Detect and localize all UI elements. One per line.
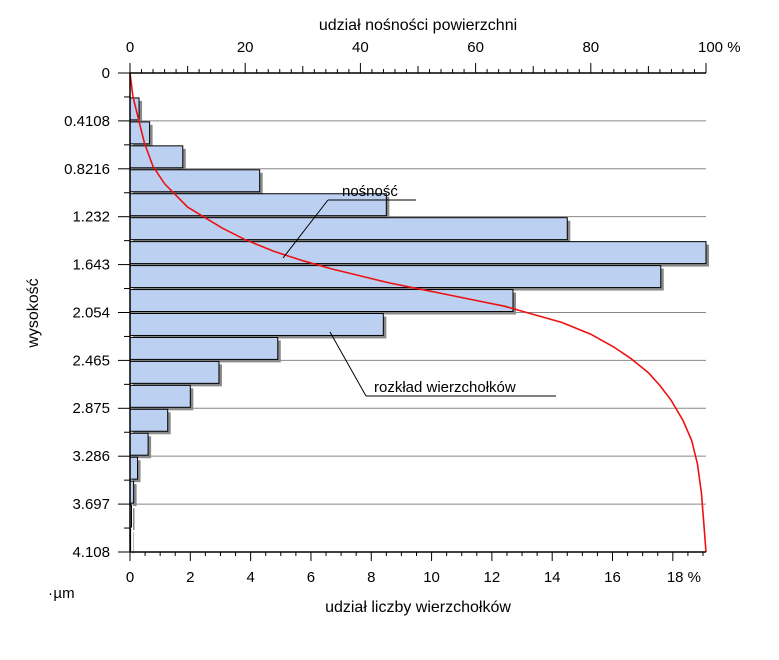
left-axis-unit: µm <box>53 585 74 602</box>
bar-14 <box>129 408 169 432</box>
bar-shadow-19 <box>133 532 134 554</box>
bar-10 <box>129 313 384 336</box>
bar-16 <box>129 456 139 480</box>
tick-labels: 0 20 40 60 80 100 % 0 2 4 6 8 10 12 14 16 18 % 0 0.4108 0.… <box>64 39 740 586</box>
top-tick-label-5: 100 % <box>698 39 741 56</box>
annotation-nosnosc-text: nośność <box>342 183 398 200</box>
bar-7 <box>129 241 707 265</box>
bottom-tick-label-4: 8 <box>367 569 375 586</box>
bottom-axis-label: udział liczby wierzchołków <box>325 599 511 616</box>
left-tick-label-10: 4.108 <box>72 544 110 561</box>
bearing-curve-line <box>129 72 707 553</box>
bar-6 <box>129 217 568 241</box>
left-tick-label-3: 1.232 <box>72 209 110 226</box>
bottom-tick-label-2: 4 <box>246 569 254 586</box>
left-tick-label-0: 0 <box>102 65 110 82</box>
annotation-rozklad: rozkład wierzchołków <box>329 331 556 397</box>
left-tick-label-8: 3.286 <box>72 448 110 465</box>
bottom-tick-label-7: 14 <box>544 569 561 586</box>
bar-3 <box>129 145 184 169</box>
bar-11 <box>129 336 279 360</box>
unit-dot: · <box>48 585 53 602</box>
left-tick-label-1: 0.4108 <box>64 113 110 130</box>
top-tick-label-2: 40 <box>352 39 369 56</box>
annotation-nosnosc: nośność <box>282 183 416 259</box>
top-tick-label-1: 20 <box>237 39 254 56</box>
bar-12 <box>129 360 220 384</box>
bar-shadow-17 <box>133 484 137 507</box>
left-tick-label-6: 2.465 <box>72 352 110 369</box>
bottom-tick-label-3: 6 <box>307 569 315 586</box>
histogram-bars <box>129 97 709 554</box>
bottom-tick-label-5: 10 <box>423 569 440 586</box>
bar-shadow-18 <box>133 508 135 531</box>
top-tick-label-3: 60 <box>467 39 484 56</box>
top-tick-label-0: 0 <box>126 39 134 56</box>
bottom-tick-label-1: 2 <box>186 569 194 586</box>
left-tick-label-9: 3.697 <box>72 496 110 513</box>
bar-13 <box>129 384 191 408</box>
annotation-rozklad-text: rozkład wierzchołków <box>374 379 516 396</box>
left-tick-label-4: 1.643 <box>72 257 110 274</box>
bar-4 <box>129 169 261 193</box>
bar-15 <box>129 432 149 456</box>
bottom-tick-label-8: 16 <box>604 569 621 586</box>
left-tick-label-2: 0.8216 <box>64 161 110 178</box>
bar-9 <box>129 289 514 312</box>
bottom-tick-label-6: 12 <box>484 569 501 586</box>
left-tick-label-7: 2.875 <box>72 400 110 417</box>
top-axis-label: udział nośności powierzchni <box>319 17 517 34</box>
bottom-tick-label-0: 0 <box>126 569 134 586</box>
bottom-tick-label-9: 18 % <box>667 569 701 586</box>
bearing-curve <box>129 72 707 553</box>
left-axis-label: wysokość <box>25 278 42 348</box>
tick-marks <box>118 63 707 561</box>
left-tick-label-5: 2.054 <box>72 305 110 322</box>
top-tick-label-4: 80 <box>582 39 599 56</box>
